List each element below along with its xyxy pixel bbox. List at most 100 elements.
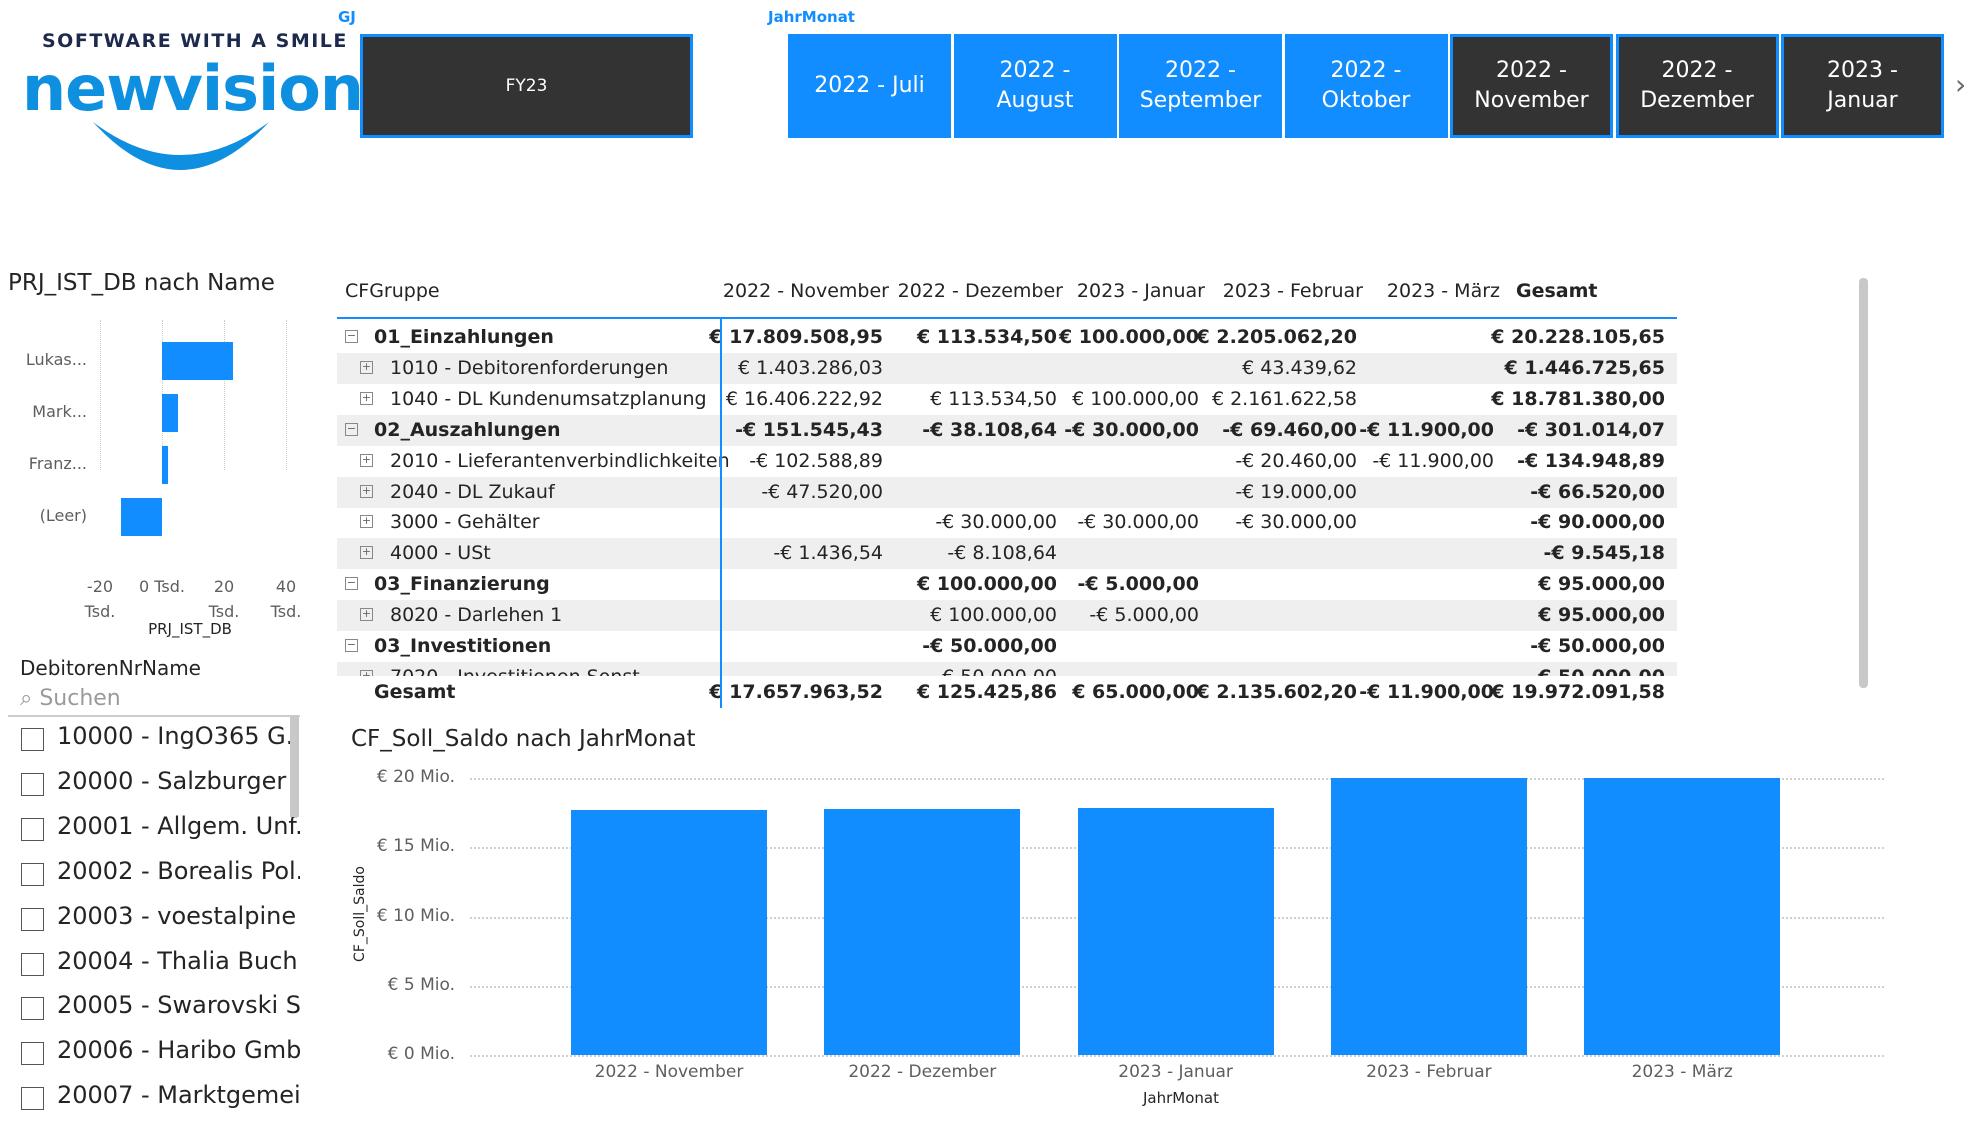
month-tile-line1: 2022 - Juli <box>814 73 925 98</box>
cf-ytick-label: € 5 Mio. <box>387 974 455 995</box>
matrix-cell: -€ 66.520,00 <box>1530 480 1665 503</box>
prj-category-label: Lukas... <box>25 350 87 369</box>
month-tile-label: 2022 - Dezember <box>1640 56 1754 116</box>
debitor-item-label[interactable]: 20004 - Thalia Buch ... <box>57 946 300 975</box>
debitor-checkbox[interactable] <box>21 1087 44 1110</box>
prj-tick-label: 40 Tsd. <box>246 574 326 624</box>
matrix-cell: -€ 30.000,00 <box>935 511 1057 534</box>
search-input[interactable]: Suchen <box>39 686 121 711</box>
month-tile[interactable]: 2022 - November <box>1450 34 1613 138</box>
matrix-row: +2010 - Lieferantenverbindlichkeiten -€ 1… <box>337 446 1677 477</box>
gj-tile-fy23[interactable]: FY23 <box>360 34 693 138</box>
matrix-body: − 01_Einzahlungen € 17.809.508,95 € 113.534… <box>0 322 1971 676</box>
month-tile[interactable]: 2022 - August <box>953 34 1117 138</box>
cf-bar <box>1584 778 1781 1055</box>
prj-category-label: Franz... <box>28 454 87 473</box>
matrix-cell: -€ 1.436,54 <box>773 542 883 565</box>
chevron-right-icon[interactable]: › <box>1955 68 1967 101</box>
matrix-cell: -€ 151.545,43 <box>735 418 883 441</box>
matrix-header-month[interactable]: 2022 - Dezember <box>897 280 1063 302</box>
matrix-row: +1040 - DL Kundenumsatzplanung € 16.406.2… <box>337 384 1677 415</box>
matrix-collapse-icon[interactable]: − <box>345 421 358 436</box>
cf-chart-title: CF_Soll_Saldo nach JahrMonat <box>351 726 696 752</box>
matrix-header-gesamt[interactable]: Gesamt <box>1516 280 1598 302</box>
cf-bar <box>1330 778 1527 1055</box>
matrix-expand-icon[interactable]: + <box>360 545 373 560</box>
debitor-item-label[interactable]: 20001 - Allgem. Unf... <box>57 811 300 840</box>
matrix-header-month[interactable]: 2023 - Februar <box>1222 280 1363 302</box>
debitor-checkbox[interactable] <box>21 1042 44 1066</box>
matrix-row: +4000 - USt -€ 1.436,54 -€ 8.108,64 -€ 9.54… <box>337 538 1677 570</box>
matrix-header-month[interactable]: 2022 - November <box>722 280 889 302</box>
prj-tick-label: 20 Tsd. <box>184 574 264 624</box>
matrix-header-month[interactable]: 2023 - März <box>1386 280 1500 302</box>
matrix-row-label: 03_Investitionen <box>374 635 552 657</box>
matrix-row: − 02_Auszahlungen -€ 151.545,43 -€ 38.108,6… <box>337 414 1677 446</box>
matrix-cell: -€ 301.014,07 <box>1517 418 1665 441</box>
matrix-expand-icon[interactable]: + <box>360 390 373 405</box>
matrix-cell: € 113.534,50 <box>930 387 1057 410</box>
matrix-row: +7020 - Investitionen Sonst. -€ 50.000,00… <box>337 661 1677 676</box>
matrix-scrollbar[interactable] <box>1859 278 1868 688</box>
matrix-expand-icon[interactable]: + <box>360 359 373 374</box>
matrix-collapse-icon[interactable]: − <box>345 576 358 591</box>
matrix-cell: -€ 5.000,00 <box>1077 573 1199 596</box>
month-tile-line2: September <box>1139 88 1262 113</box>
matrix-total-cell: € 17.657.963,52 <box>709 681 883 703</box>
matrix-cell: -€ 11.900,00 <box>1372 449 1494 472</box>
debitor-item-label[interactable]: 20000 - Salzburger ... <box>57 766 300 795</box>
matrix-cell: -€ 69.460,00 <box>1222 418 1357 441</box>
matrix-expand-icon[interactable]: + <box>360 483 373 498</box>
matrix-header-cfgruppe[interactable]: CFGruppe <box>345 280 440 302</box>
month-tile[interactable]: 2022 - Dezember <box>1615 34 1779 138</box>
debitor-checkbox[interactable] <box>21 862 44 886</box>
matrix-row-label: 03_Finanzierung <box>374 573 550 596</box>
month-tile-label: 2022 - August <box>997 56 1074 116</box>
debitor-checkbox[interactable] <box>21 952 44 976</box>
debitor-item-label[interactable]: 20002 - Borealis Pol... <box>57 856 300 885</box>
matrix-collapse-icon[interactable]: − <box>345 329 358 343</box>
matrix-row: +3000 - Gehälter -€ 30.000,00 -€ 30.000,00… <box>337 507 1677 538</box>
month-tile[interactable]: 2023 - Januar <box>1781 34 1944 138</box>
matrix-collapse-icon[interactable]: − <box>345 638 358 652</box>
cf-xtick-label: 2023 - Januar <box>1118 1062 1233 1082</box>
matrix-cell: -€ 50.000,00 <box>1530 635 1665 657</box>
debitor-item-label[interactable]: 10000 - IngO365 G... <box>57 722 300 750</box>
matrix-cell: -€ 20.460,00 <box>1235 449 1357 472</box>
logo-tagline: SOFTWARE WITH A SMILE <box>42 30 348 52</box>
matrix-expand-icon[interactable]: + <box>360 669 373 676</box>
matrix-total-cell: € 19.972.091,58 <box>1491 681 1665 703</box>
month-tile-label: 2022 - Oktober <box>1322 56 1411 116</box>
matrix-row: − 03_Finanzierung € 100.000,00 -€ 5.000,00 €… <box>337 569 1677 600</box>
cf-bar <box>1077 807 1274 1055</box>
matrix-expand-icon[interactable]: + <box>360 514 373 529</box>
month-tile[interactable]: 2022 - Juli <box>788 34 951 138</box>
debitor-item-label[interactable]: 20005 - Swarovski S... <box>57 991 300 1020</box>
debitor-checkbox[interactable] <box>21 772 44 796</box>
debitor-search[interactable]: ⌕ Suchen <box>20 686 121 711</box>
debitor-item-label[interactable]: 20003 - voestalpine ... <box>57 901 300 930</box>
prj-bar <box>162 342 233 380</box>
debitor-item-label[interactable]: 20007 - Marktgemei... <box>57 1081 300 1110</box>
matrix-header-line <box>337 317 1677 319</box>
month-tile[interactable]: 2022 - Oktober <box>1284 34 1448 138</box>
matrix-expand-icon[interactable]: + <box>360 452 373 467</box>
matrix-total-row: Gesamt € 17.657.963,52 € 125.425,86 € 65.00… <box>337 677 1677 708</box>
debitor-checkbox[interactable] <box>21 817 44 841</box>
debitor-checkbox[interactable] <box>21 907 44 931</box>
cf-gridline <box>470 1055 1884 1057</box>
debitor-checkbox[interactable] <box>21 728 44 751</box>
debitor-item-label[interactable]: 20006 - Haribo GmbH <box>57 1036 300 1065</box>
matrix-header-month[interactable]: 2023 - Januar <box>1076 280 1205 302</box>
matrix-cell: -€ 50.000,00 <box>935 666 1057 676</box>
month-tile[interactable]: 2022 - September <box>1119 34 1282 138</box>
debitor-checkbox[interactable] <box>21 997 44 1021</box>
matrix-expand-icon[interactable]: + <box>360 607 373 622</box>
debitor-list-scrollbar[interactable] <box>290 716 299 817</box>
matrix-cell: -€ 19.000,00 <box>1235 480 1357 503</box>
prj-tick-l2: Tsd. <box>84 602 116 621</box>
cf-ytick-label: € 20 Mio. <box>376 767 455 787</box>
matrix-row: − 03_Investitionen -€ 50.000,00 -€ 50.000,0… <box>337 631 1677 662</box>
prj-gridline <box>286 320 287 470</box>
matrix-cell: € 20.228.105,65 <box>1491 326 1665 348</box>
